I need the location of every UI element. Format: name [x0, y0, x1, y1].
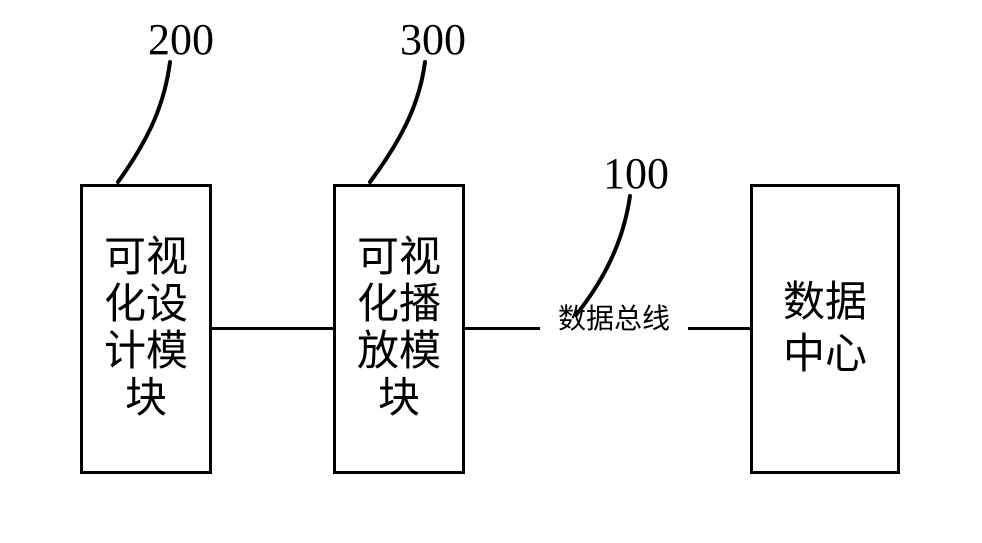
leader-100 — [0, 0, 982, 543]
leader-100-path — [576, 196, 630, 315]
diagram-canvas: 可视化设计模块 可视化播放模块 数据中心 数据总线 200 300 100 — [0, 0, 982, 543]
